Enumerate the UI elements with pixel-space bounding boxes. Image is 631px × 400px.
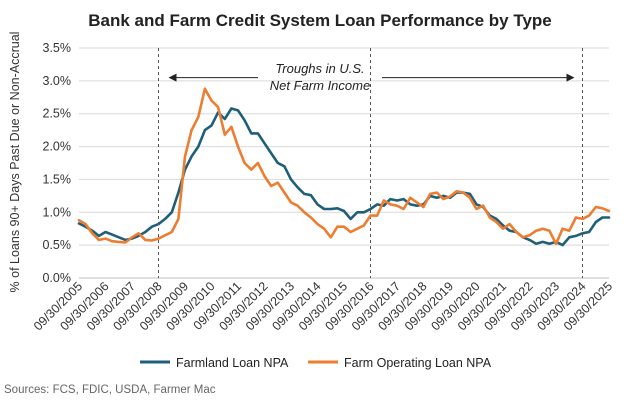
annotation-arrowhead-right — [566, 73, 575, 82]
series-line-farm-operating — [77, 87, 611, 246]
legend-label-farmland: Farmland Loan NPA — [176, 356, 289, 370]
source-note: Sources: FCS, FDIC, USDA, Farmer Mac — [4, 384, 216, 396]
y-tick-label: 3.5% — [43, 41, 72, 55]
chart-title: Bank and Farm Credit System Loan Perform… — [88, 11, 552, 30]
y-tick-label: 0.5% — [43, 238, 72, 252]
y-tick-label: 1.0% — [43, 205, 72, 219]
y-tick-label: 3.0% — [43, 74, 72, 88]
legend: Farmland Loan NPA Farm Operating Loan NP… — [140, 356, 492, 370]
series-lines — [77, 87, 611, 247]
annotation-line-1: Troughs in U.S. — [275, 61, 364, 76]
y-tick-label: 1.5% — [43, 172, 72, 186]
y-axis-ticks: 0.0% 0.5% 1.0% 1.5% 2.0% 2.5% 3.0% 3.5% — [43, 41, 72, 285]
annotation-arrowhead-left — [168, 73, 177, 82]
annotation-line-2: Net Farm Income — [270, 78, 370, 93]
vertical-markers — [158, 48, 583, 278]
x-axis-ticks: 09/30/200509/30/200609/30/200709/30/2008… — [31, 279, 615, 333]
y-tick-label: 2.0% — [43, 140, 72, 154]
annotation: Troughs in U.S. Net Farm Income — [168, 61, 575, 93]
y-tick-label: 0.0% — [43, 271, 72, 285]
y-axis-label: % of Loans 90+ Days Past Due or Non-Accr… — [8, 32, 22, 293]
legend-label-farm-operating: Farm Operating Loan NPA — [344, 356, 492, 370]
y-tick-label: 2.5% — [43, 107, 72, 121]
